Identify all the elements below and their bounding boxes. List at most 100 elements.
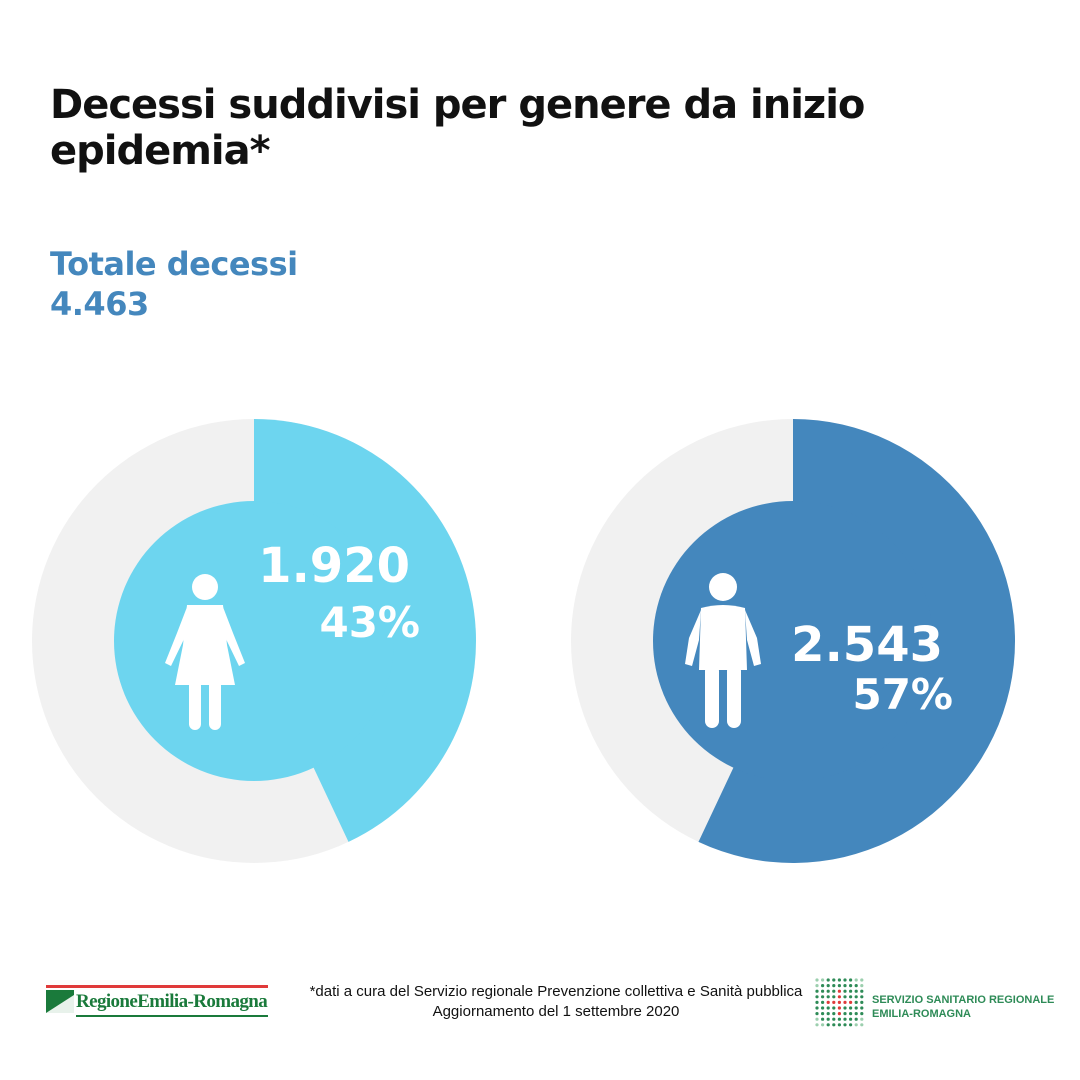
- woman-icon-right-leg: [209, 680, 221, 730]
- ssr-logo-dot: [826, 989, 830, 993]
- man-icon-head: [709, 573, 737, 601]
- ssr-logo-dot: [837, 1000, 841, 1004]
- female-percent-label: 43%: [319, 598, 420, 647]
- ssr-logo-dot: [832, 978, 836, 982]
- ssr-logo-dot: [849, 1006, 853, 1010]
- ssr-logo-dot: [860, 989, 864, 993]
- ssr-logo-dot: [815, 984, 819, 988]
- ssr-logo-dot: [826, 978, 830, 982]
- woman-icon-right-arm: [223, 607, 245, 666]
- male-count-label: 2.543: [791, 617, 943, 673]
- ssr-logo-dot: [837, 978, 841, 982]
- ssr-logo-dot: [849, 1017, 853, 1021]
- ssr-logo-dot: [832, 1000, 836, 1004]
- ssr-logo-dot: [854, 989, 858, 993]
- ssr-logo-dot: [837, 989, 841, 993]
- regione-logo-text: RegioneEmilia-Romagna: [76, 991, 268, 1012]
- total-value: 4.463: [50, 285, 149, 323]
- ssr-logo-dot: [815, 1023, 819, 1027]
- male-percent-label: 57%: [852, 670, 953, 719]
- ssr-logo-dot: [821, 978, 825, 982]
- ssr-logo-dot: [832, 989, 836, 993]
- ssr-logo-dot: [826, 1012, 830, 1016]
- ssr-logo-dot: [832, 1023, 836, 1027]
- ssr-logo-dot: [849, 978, 853, 982]
- ssr-logo-dot: [849, 1023, 853, 1027]
- ssr-logo-dot: [821, 995, 825, 999]
- ssr-logo-dot: [849, 989, 853, 993]
- ssr-logo-dot: [837, 984, 841, 988]
- ssr-logo-dot: [854, 984, 858, 988]
- ssr-logo-dot: [860, 1012, 864, 1016]
- ssr-logo-dot: [843, 1023, 847, 1027]
- man-icon-right-arm: [745, 610, 761, 666]
- man-icon-torso: [699, 605, 747, 670]
- ssr-logo-dot: [821, 989, 825, 993]
- ssr-logo-dot: [821, 1023, 825, 1027]
- ssr-logo-dot: [815, 1006, 819, 1010]
- man-icon-right-leg: [727, 664, 741, 728]
- ssr-logo-dot: [849, 995, 853, 999]
- ssr-logo-dot: [860, 1017, 864, 1021]
- ssr-logo-dot: [854, 1006, 858, 1010]
- female-chart-center: [114, 501, 394, 781]
- ssr-logo-dot: [849, 1012, 853, 1016]
- ssr-logo-dot: [826, 1023, 830, 1027]
- ssr-logo-dot: [837, 1023, 841, 1027]
- ssr-logo-dot: [815, 989, 819, 993]
- ssr-logo-dot: [843, 1017, 847, 1021]
- ssr-logo-dot: [837, 995, 841, 999]
- chart-title: Decessi suddivisi per genere da inizio e…: [50, 82, 865, 174]
- man-icon-left-leg: [705, 664, 719, 728]
- ssr-logo-dot: [826, 1017, 830, 1021]
- ssr-logo-dot: [815, 1017, 819, 1021]
- ssr-logo-dots: [815, 978, 864, 1027]
- woman-icon-left-leg: [189, 680, 201, 730]
- woman-icon-left-arm: [165, 607, 187, 666]
- ssr-logo-dot: [854, 1017, 858, 1021]
- total-deaths: Totale decessi 4.463: [50, 244, 298, 324]
- ssr-logo-text: SERVIZIO SANITARIO REGIONALE EMILIA-ROMA…: [872, 993, 1054, 1021]
- woman-icon-head: [192, 574, 218, 600]
- ssr-logo-dot: [821, 1006, 825, 1010]
- ssr-logo-dot: [832, 1006, 836, 1010]
- ssr-logo-dot: [860, 1023, 864, 1027]
- ssr-logo-dot: [843, 989, 847, 993]
- ssr-logo-dot: [854, 1000, 858, 1004]
- ssr-logo-dot: [843, 1012, 847, 1016]
- ssr-logo-dot: [832, 995, 836, 999]
- ssr-logo-dot: [821, 1017, 825, 1021]
- ssr-logo-dot: [826, 995, 830, 999]
- footer-note-line1: *dati a cura del Servizio regionale Prev…: [309, 983, 803, 1000]
- ssr-logo-dot: [849, 1000, 853, 1004]
- ssr-logo-dot: [821, 984, 825, 988]
- total-label: Totale decessi: [50, 245, 298, 283]
- ssr-logo-dot: [832, 1012, 836, 1016]
- ssr-logo-dot: [854, 1012, 858, 1016]
- logo-white-wedge: [46, 995, 74, 1013]
- footer-note-line2: Aggiornamento del 1 settembre 2020: [432, 1003, 680, 1020]
- ssr-logo-line2: EMILIA-ROMAGNA: [872, 1008, 971, 1020]
- ssr-logo-dot: [826, 1006, 830, 1010]
- female-count-label: 1.920: [258, 538, 410, 594]
- regione-logo: [46, 985, 268, 1017]
- ssr-logo-dot: [860, 978, 864, 982]
- ssr-logo-dot: [826, 984, 830, 988]
- ssr-logo-dot: [860, 1006, 864, 1010]
- ssr-logo-dot: [815, 978, 819, 982]
- man-icon-left-arm: [685, 610, 701, 666]
- logo-red-stripe: [46, 985, 268, 988]
- ssr-logo-dot: [821, 1000, 825, 1004]
- ssr-logo-line1: SERVIZIO SANITARIO REGIONALE: [872, 994, 1055, 1006]
- ssr-logo-dot: [815, 1012, 819, 1016]
- ssr-logo-dot: [860, 984, 864, 988]
- man-icon: [685, 573, 761, 728]
- woman-icon-dress: [175, 605, 235, 685]
- woman-icon: [165, 574, 245, 730]
- ssr-logo-dot: [843, 984, 847, 988]
- ssr-logo-dot: [843, 995, 847, 999]
- ssr-logo-dot: [837, 1017, 841, 1021]
- ssr-logo-dot: [854, 1023, 858, 1027]
